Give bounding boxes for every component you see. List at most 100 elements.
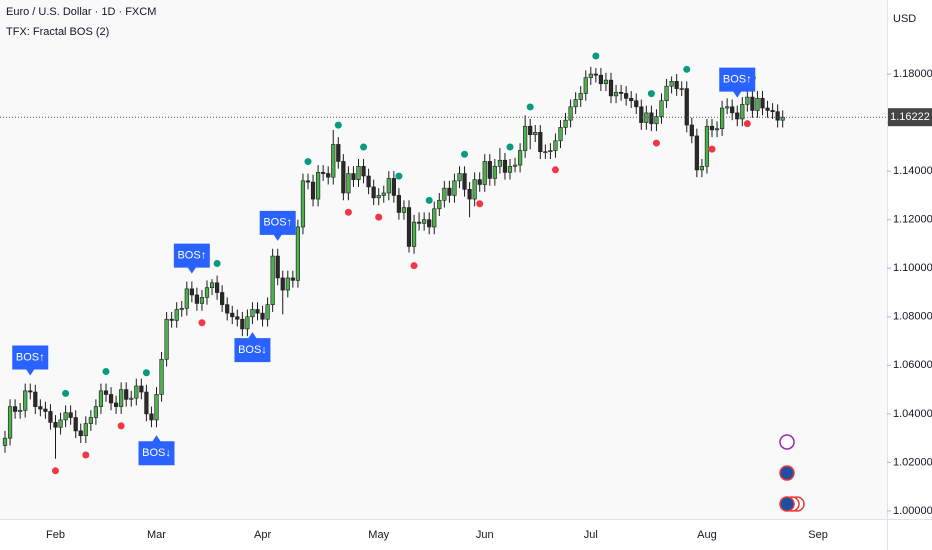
candle-body [184,288,189,309]
last-price-label: 1.16222 [890,111,930,123]
candle-body [331,144,336,178]
y-tick-label: 1.04000 [893,408,932,420]
candle-body [472,179,477,200]
candle-body [533,131,538,136]
x-tick-label: Jun [476,529,494,541]
fractal-high-dot [360,143,368,151]
candle-body [290,277,295,281]
candle-body [457,173,462,182]
candle-body [714,128,720,131]
fractal-low-dot [708,145,716,153]
candle-body [725,106,730,109]
candle-body [78,430,83,437]
candle-body [53,422,58,428]
bos-box [234,332,271,363]
fractal-high-dot [62,389,70,397]
candle-body [568,106,573,121]
candle-body [356,165,361,180]
candle-body [225,304,230,314]
candle-body [48,411,53,423]
candle-body [204,287,210,298]
candle-body [497,159,503,167]
candle-body [507,165,513,173]
bos-label: BOS↑ [719,67,756,98]
candle-body [639,106,644,123]
candle-body [300,180,306,228]
fractal-high-dot [102,368,110,376]
icon [779,496,795,512]
candle-body [159,358,164,395]
candle-body [422,219,427,224]
candle-body [517,150,523,166]
fractal-high-dot [683,65,691,73]
candle-body [730,106,735,114]
candle-body [538,131,543,153]
bos-box [259,210,296,241]
candle-body [563,119,568,128]
candle-body [58,419,63,428]
x-tick-label: Apr [254,529,271,541]
candle-body [684,88,689,126]
y-tick-label: 1.00000 [893,505,932,517]
candle-body [28,390,33,393]
candle-body [765,107,770,111]
candle-body [376,195,381,199]
candle-body [432,208,437,228]
bos-label: BOS↓ [234,332,271,363]
fractal-high-dot [461,150,469,158]
candle-body [598,74,603,85]
candle-body [179,307,184,310]
y-tick-label: 1.12000 [893,214,932,226]
last-price-box [888,108,932,127]
candle-body [462,173,467,190]
candle-body [73,417,78,432]
y-tick-label: 1.18000 [893,68,932,80]
fractal-low-dot [52,467,59,475]
bos-text: BOS↓ [238,344,267,356]
candle-body [750,96,755,111]
candle-body [83,423,88,437]
candle-body [270,255,275,305]
candle-body [285,277,290,291]
bos-label: BOS↑ [259,210,296,241]
candle-body [553,140,558,151]
candle-body [315,172,321,200]
candle-body [169,318,174,321]
candle-body [351,173,356,180]
candle-body [669,81,674,87]
fractal-high-dot [304,158,312,166]
y-tick-label: 1.02000 [893,456,932,468]
candle-body [235,316,240,320]
fractal-high-dot [506,143,514,151]
candle-body [442,187,447,201]
candle-body [63,412,68,421]
candle-body [603,79,609,85]
candle-body [477,179,482,185]
candle-body [7,406,13,439]
candle-body [215,282,220,293]
candle-body [245,316,250,330]
candle-body [220,292,225,305]
candle-body [613,91,619,97]
candle-body [326,173,331,178]
bos-label: BOS↑ [12,345,49,376]
candle-body [760,98,765,109]
icon [779,465,795,481]
candle-body [679,88,684,90]
icon [779,434,795,450]
candle-body [230,312,235,318]
candle-body [174,309,179,321]
candle-body [452,180,457,196]
y-tick-label: 1.08000 [893,311,932,323]
fractal-low-dot [344,208,352,216]
candle-body [336,144,341,162]
candle-body [280,277,285,291]
candle-body [346,173,351,194]
candle-body [745,96,750,105]
candle-body [780,116,785,121]
candle-body [321,172,326,174]
bos-box [138,435,175,466]
bos-text: BOS↑ [263,217,292,229]
